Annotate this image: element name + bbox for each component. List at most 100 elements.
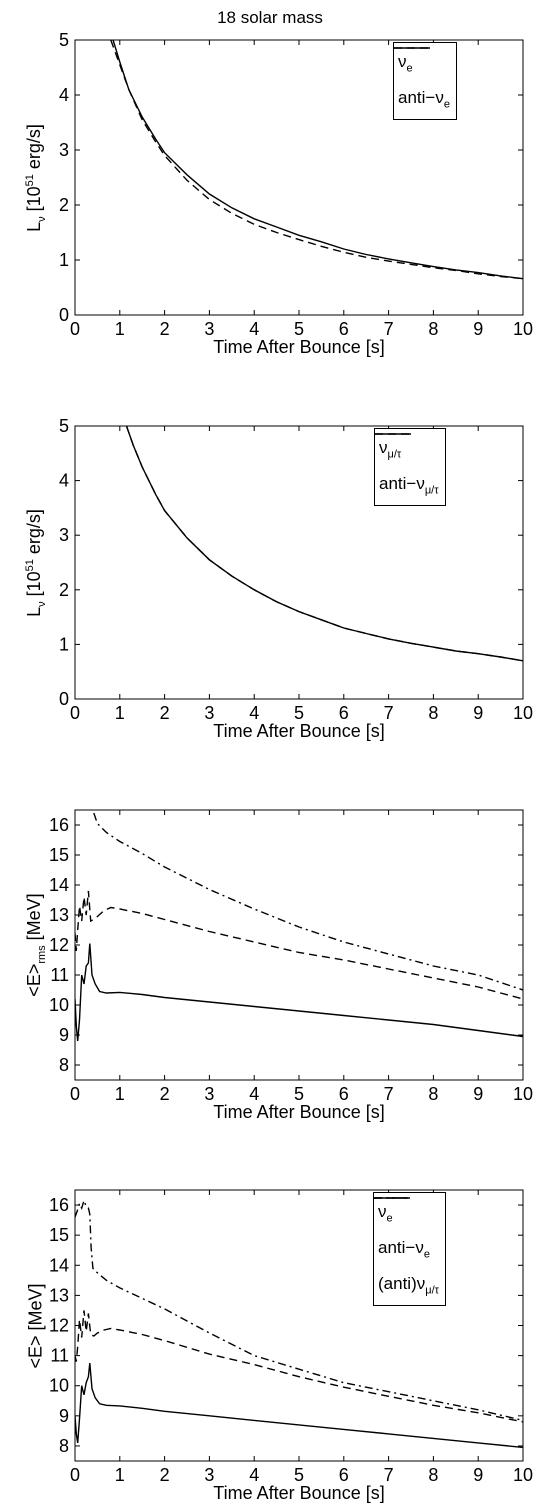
chart-panel-3: 0 1 2 3 4 5 6 7 8 9 10 8 9 10 11 12 13 14 15 16 Time After B… (0, 756, 540, 1134)
x-tick-label: 4 (249, 1084, 259, 1104)
legend-label: anti−νe (378, 1237, 430, 1261)
x-tick-label: 8 (428, 1465, 438, 1485)
x-tick-label: 8 (428, 319, 438, 339)
x-tick-label: 0 (70, 1465, 80, 1485)
axes-frame (74, 1189, 524, 1462)
x-tick-label: 4 (249, 319, 259, 339)
y-tick-label: 4 (59, 85, 69, 105)
y-axis-title: <E>rms [MeV] (24, 893, 48, 997)
legend-line-swatch (394, 47, 430, 49)
y-tick-label: 10 (49, 995, 69, 1015)
x-tick-label: 4 (249, 703, 259, 723)
y-axis-title: Lν [1051 erg/s] (24, 508, 48, 617)
x-tick-label: 8 (428, 1084, 438, 1104)
y-tick-label: 4 (59, 471, 69, 491)
x-tick-label: 2 (160, 703, 170, 723)
series-line-1 (112, 40, 523, 280)
chart-panel-4: 0 1 2 3 4 5 6 7 8 9 10 8 9 10 11 12 13 14 15 16 Time After B… (0, 1134, 540, 1512)
x-tick-label: 1 (115, 1084, 125, 1104)
y-tick-label: 8 (59, 1436, 69, 1456)
x-tick-label: 9 (473, 319, 483, 339)
legend-entry: anti−νμ/τ (375, 433, 439, 503)
chart-plot-1: 0 1 2 3 4 5 6 7 8 9 10 0 1 2 3 4 5 (59, 30, 533, 339)
y-tick-label: 12 (49, 935, 69, 955)
chart-panel-1: 0 1 2 3 4 5 6 7 8 9 10 0 1 2 3 4 5 Time After Bounce [s] L… (0, 0, 540, 378)
x-tick-label: 5 (294, 1084, 304, 1104)
y-tick-label: 9 (59, 1406, 69, 1426)
x-tick-label: 1 (115, 703, 125, 723)
y-tick-label: 15 (49, 1225, 69, 1245)
x-tick-label: 7 (384, 319, 394, 339)
y-tick-label: 16 (49, 815, 69, 835)
series-line-3 (93, 812, 523, 991)
x-tick-label: 6 (339, 1465, 349, 1485)
x-tick-label: 0 (70, 1084, 80, 1104)
x-tick-label: 3 (204, 1465, 214, 1485)
y-tick-label: 8 (59, 1055, 69, 1075)
y-tick-label: 1 (59, 634, 69, 654)
y-tick-label: 9 (59, 1025, 69, 1045)
x-tick-label: 3 (204, 703, 214, 723)
y-tick-label: 12 (49, 1316, 69, 1336)
legend-label: νe (378, 1201, 393, 1225)
legend-entry: anti−νe (394, 47, 450, 117)
x-tick-label: 2 (160, 1465, 170, 1485)
series-line-1 (75, 943, 523, 1042)
legend-line-swatch (375, 433, 411, 435)
y-tick-label: 5 (59, 30, 69, 50)
series-line-2 (75, 890, 523, 1000)
y-tick-label: 0 (59, 305, 69, 325)
x-tick-label: 7 (384, 703, 394, 723)
legend: νe anti−νe (393, 42, 457, 120)
legend: νμ/τ anti−νμ/τ (374, 428, 446, 506)
x-tick-label: 0 (70, 319, 80, 339)
x-tick-label: 6 (339, 319, 349, 339)
x-axis-title: Time After Bounce [s] (213, 721, 385, 741)
x-tick-label: 2 (160, 319, 170, 339)
x-tick-label: 7 (384, 1465, 394, 1485)
x-tick-label: 3 (204, 319, 214, 339)
x-tick-label: 2 (160, 1084, 170, 1104)
y-tick-label: 15 (49, 845, 69, 865)
figure-title: 18 solar mass (217, 8, 323, 27)
x-tick-label: 5 (294, 703, 304, 723)
x-tick-label: 8 (428, 703, 438, 723)
x-tick-label: 9 (473, 1465, 483, 1485)
y-axis-title: <E> [MeV] (25, 1282, 46, 1369)
legend-entry: (anti)νμ/τ (374, 1197, 439, 1303)
y-tick-label: 2 (59, 580, 69, 600)
x-axis-title: Time After Bounce [s] (213, 337, 385, 357)
legend: νe anti−νe (anti)νμ/τ (373, 1192, 446, 1306)
y-tick-label: 14 (49, 1255, 69, 1275)
legend-label: (anti)νμ/τ (378, 1273, 439, 1297)
y-tick-label: 10 (49, 1376, 69, 1396)
x-tick-label: 10 (513, 1084, 533, 1104)
x-tick-label: 5 (294, 319, 304, 339)
y-tick-label: 13 (49, 905, 69, 925)
y-tick-label: 11 (50, 1346, 69, 1366)
x-tick-label: 6 (339, 1084, 349, 1104)
legend-line-swatch (374, 1197, 410, 1199)
series-line-3 (75, 1198, 523, 1422)
y-tick-label: 13 (49, 1285, 69, 1305)
x-axis-title: Time After Bounce [s] (213, 1102, 385, 1122)
x-tick-label: 1 (115, 319, 125, 339)
chart-plot-2: 0 1 2 3 4 5 6 7 8 9 10 0 1 2 3 4 5 (59, 416, 533, 723)
legend-label: νμ/τ (379, 437, 402, 461)
y-tick-label: 1 (59, 250, 69, 270)
series-line-2 (125, 426, 523, 662)
x-tick-label: 1 (115, 1465, 125, 1485)
series-line-1 (125, 426, 523, 662)
x-tick-label: 7 (384, 1084, 394, 1104)
x-tick-label: 4 (249, 1465, 259, 1485)
y-axis-title: Lν [1051 erg/s] (24, 123, 48, 232)
y-tick-label: 14 (49, 875, 69, 895)
x-tick-label: 10 (513, 703, 533, 723)
series-line-1 (75, 1363, 523, 1449)
x-tick-label: 0 (70, 703, 80, 723)
y-tick-label: 3 (59, 525, 69, 545)
x-tick-label: 3 (204, 1084, 214, 1104)
y-tick-label: 5 (59, 416, 69, 436)
